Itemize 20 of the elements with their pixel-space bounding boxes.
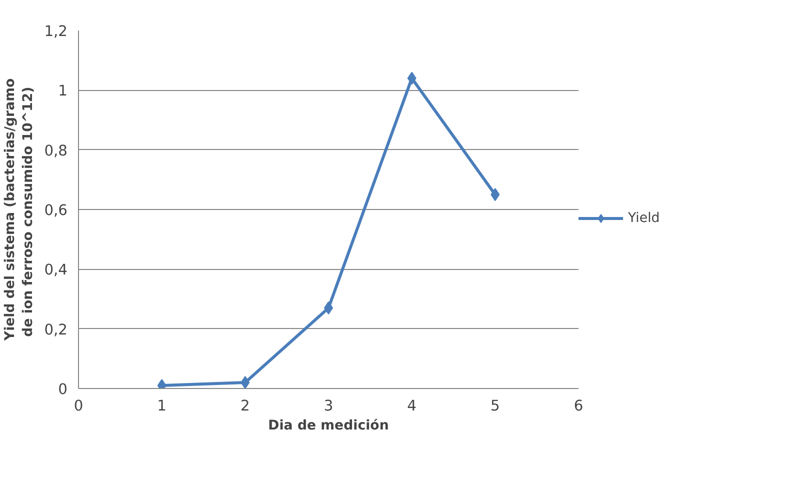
y-tick-label: 0,4 xyxy=(44,262,68,279)
x-tick-label: 2 xyxy=(240,398,250,414)
point xyxy=(240,376,250,388)
y-tick-label: 1,2 xyxy=(44,23,68,40)
x-tick-label: 6 xyxy=(574,398,584,414)
y-tick-label: 0,2 xyxy=(44,321,68,338)
y-tick-label: 1 xyxy=(58,82,68,100)
point xyxy=(407,72,416,85)
x-tick-label: 3 xyxy=(324,398,334,414)
x-tick-label: 4 xyxy=(407,398,416,414)
point xyxy=(490,188,500,202)
y-tick-label: 0,8 xyxy=(44,142,68,160)
x-tick-label: 0 xyxy=(74,398,84,414)
legend-label: Yield xyxy=(628,210,660,226)
y-axis-title: Yield del sistema (bacterias/gramo de ion ferroso consumido 10^12) xyxy=(3,78,36,342)
y-tick-label: 0,6 xyxy=(44,202,68,219)
x-axis-title: Dia de medición xyxy=(268,418,389,434)
x-tick-label: 1 xyxy=(157,398,166,414)
y-tick-label: 0 xyxy=(58,381,68,398)
x-tick-label: 5 xyxy=(490,398,500,414)
